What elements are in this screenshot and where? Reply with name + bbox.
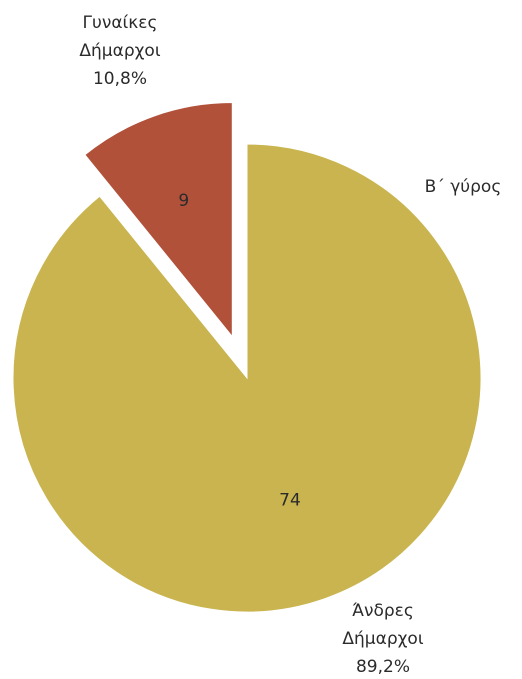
slice-label-men-line2: Δήμαρχοι	[342, 629, 423, 649]
slice-label-women-percent: 10,8%	[93, 69, 147, 89]
slice-label-women: Γυναίκες Δήμαρχοι 10,8%	[79, 13, 160, 89]
slice-label-women-line1: Γυναίκες	[83, 13, 158, 33]
slice-value-women: 9	[178, 191, 189, 211]
slice-label-men: Άνδρες Δήμαρχοι 89,2%	[342, 601, 423, 677]
pie-slice-men-mayors	[12, 143, 482, 613]
chart-title: Β΄ γύρος	[425, 177, 502, 197]
slice-value-men: 74	[279, 490, 301, 510]
slice-label-women-line2: Δήμαρχοι	[79, 41, 160, 61]
pie-slice-women-mayors	[84, 102, 233, 338]
slice-label-men-line1: Άνδρες	[352, 601, 414, 621]
slice-label-men-percent: 89,2%	[356, 657, 410, 677]
